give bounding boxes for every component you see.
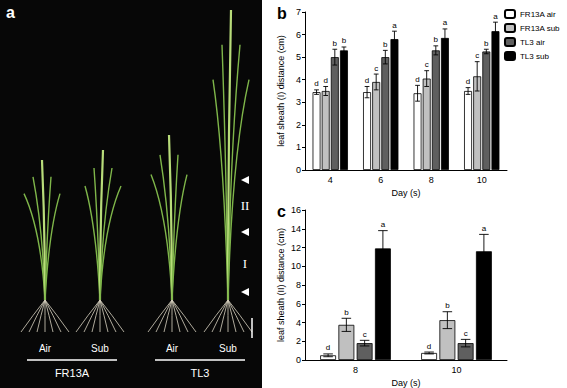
svg-text:6: 6 <box>378 175 383 185</box>
svg-text:leaf sheath (I) distance (cm): leaf sheath (I) distance (cm) <box>276 35 286 147</box>
svg-text:d: d <box>466 77 470 86</box>
svg-text:b: b <box>484 39 489 48</box>
svg-text:d: d <box>427 342 431 351</box>
svg-text:14: 14 <box>291 224 301 234</box>
svg-text:d: d <box>365 76 369 85</box>
svg-text:FR13A air: FR13A air <box>520 10 556 19</box>
svg-text:c: c <box>363 330 367 339</box>
svg-text:b: b <box>434 35 439 44</box>
svg-text:b: b <box>344 308 349 317</box>
svg-text:FR13A sub: FR13A sub <box>520 24 560 33</box>
svg-text:b: b <box>277 5 287 22</box>
svg-text:leaf sheath (II) distance (cm): leaf sheath (II) distance (cm) <box>276 228 286 342</box>
svg-text:I: I <box>243 256 247 271</box>
svg-text:TL3 air: TL3 air <box>520 38 545 47</box>
svg-text:6: 6 <box>296 299 301 309</box>
svg-text:b: b <box>383 40 388 49</box>
svg-text:c: c <box>475 51 479 60</box>
svg-text:a: a <box>482 224 487 233</box>
svg-text:8: 8 <box>429 175 434 185</box>
svg-text:16: 16 <box>291 205 301 215</box>
svg-text:6: 6 <box>296 30 301 40</box>
svg-text:2: 2 <box>296 336 301 346</box>
svg-text:Air: Air <box>39 343 52 354</box>
svg-text:2: 2 <box>296 120 301 130</box>
svg-text:1: 1 <box>296 142 301 152</box>
svg-text:FR13A: FR13A <box>55 367 90 379</box>
svg-text:0: 0 <box>296 165 301 175</box>
svg-text:TL3 sub: TL3 sub <box>520 52 549 61</box>
svg-text:5: 5 <box>296 52 301 62</box>
svg-text:a: a <box>443 18 448 27</box>
svg-text:d: d <box>314 79 318 88</box>
svg-text:Day (s): Day (s) <box>392 188 421 198</box>
svg-text:Sub: Sub <box>219 343 237 354</box>
svg-text:10: 10 <box>477 175 487 185</box>
svg-text:4: 4 <box>296 75 301 85</box>
svg-text:TL3: TL3 <box>191 367 210 379</box>
svg-text:c: c <box>374 64 378 73</box>
svg-text:d: d <box>415 75 419 84</box>
svg-text:8: 8 <box>353 365 358 375</box>
svg-text:a: a <box>381 220 386 229</box>
svg-text:0: 0 <box>296 355 301 365</box>
svg-text:d: d <box>323 76 327 85</box>
svg-text:b: b <box>333 39 338 48</box>
svg-text:c: c <box>277 203 286 220</box>
svg-text:Air: Air <box>166 343 179 354</box>
svg-text:Day (s): Day (s) <box>392 378 421 388</box>
svg-text:4: 4 <box>328 175 333 185</box>
svg-text:II: II <box>241 198 250 213</box>
svg-text:3: 3 <box>296 97 301 107</box>
svg-text:a: a <box>493 12 498 21</box>
svg-text:d: d <box>326 343 330 352</box>
svg-text:Sub: Sub <box>91 343 109 354</box>
svg-text:10: 10 <box>291 261 301 271</box>
svg-text:b: b <box>445 301 450 310</box>
svg-text:b: b <box>342 36 347 45</box>
svg-text:c: c <box>425 60 429 69</box>
svg-text:a: a <box>392 21 397 30</box>
svg-text:12: 12 <box>291 243 301 253</box>
svg-text:7: 7 <box>296 7 301 17</box>
svg-text:10: 10 <box>451 365 461 375</box>
svg-text:a: a <box>6 4 15 21</box>
svg-text:4: 4 <box>296 318 301 328</box>
svg-text:c: c <box>464 329 468 338</box>
svg-text:8: 8 <box>296 280 301 290</box>
